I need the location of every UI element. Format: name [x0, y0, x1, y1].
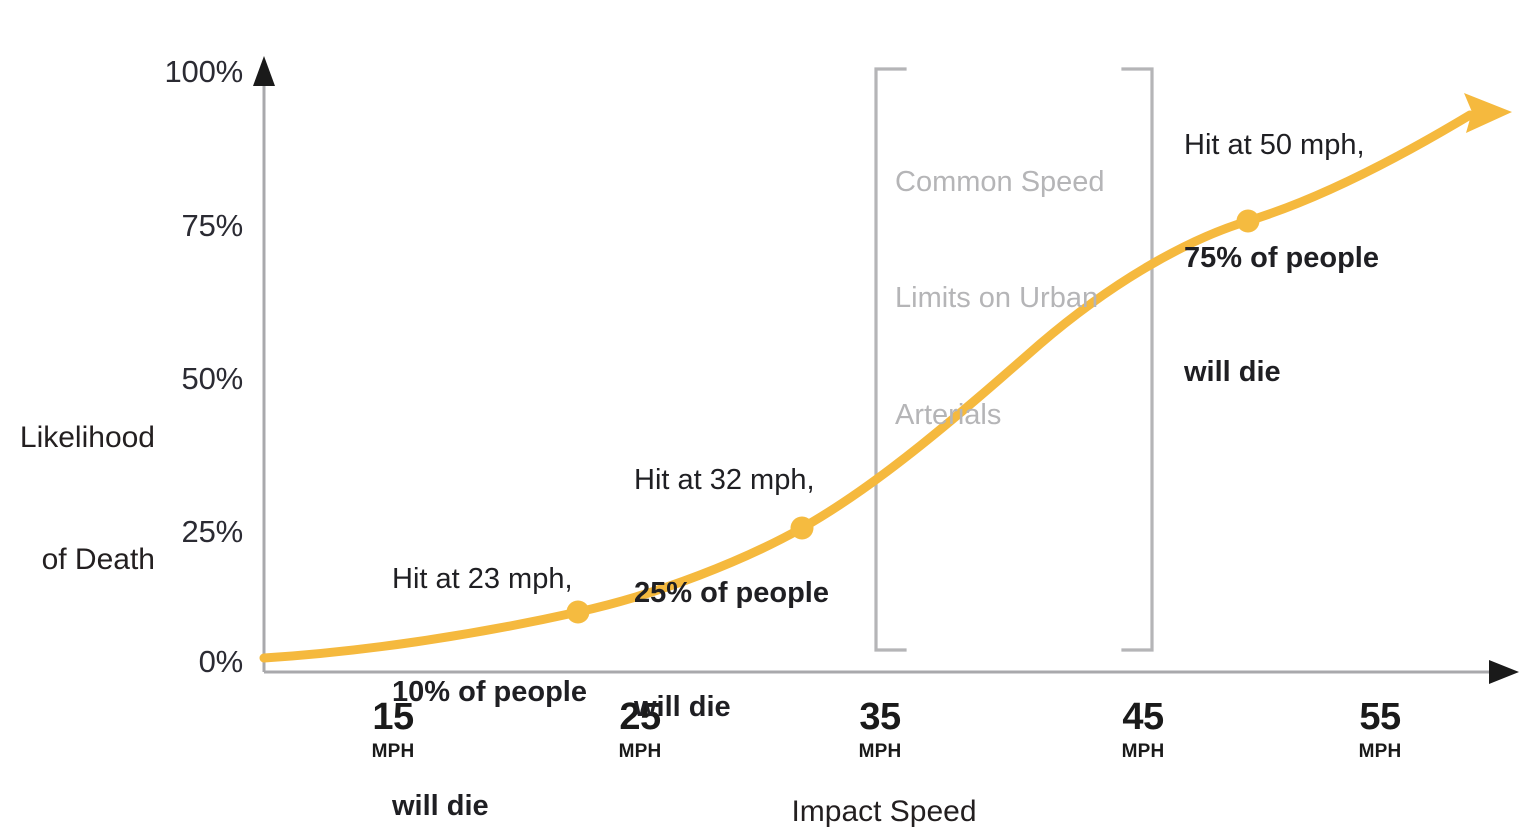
- annotation-23mph-bold1: 10% of people: [392, 676, 587, 709]
- y-tick-label-50: 50%: [181, 361, 244, 396]
- annotation-32mph: Hit at 32 mph, 25% of people will die: [634, 387, 829, 802]
- x-tick-label-45-value: 45: [1122, 696, 1164, 738]
- death-likelihood-curve: [259, 110, 1475, 663]
- y-tick-label-75: 75%: [181, 208, 244, 243]
- x-axis-title: Impact Speed: [791, 795, 977, 828]
- annotation-23mph-bold2: will die: [392, 789, 489, 822]
- x-tick-label-45-unit: MPH: [1121, 741, 1165, 762]
- annotation-23mph: Hit at 23 mph, 10% of people will die: [392, 486, 587, 833]
- y-axis-title-line2: of Death: [41, 542, 155, 576]
- y-tick-label-100: 100%: [164, 54, 244, 89]
- bracket-label-line3: Arterials: [895, 398, 1002, 431]
- y-tick-label-0: 0%: [198, 644, 244, 679]
- x-tick-label-15-value: 15: [372, 696, 414, 738]
- data-point-23mph: [566, 600, 590, 624]
- speed-limit-bracket-label: Common Speed Limits on Urban Arterials: [895, 85, 1155, 512]
- annotation-32mph-bold1: 25% of people: [634, 577, 829, 610]
- x-tick-label-35-value: 35: [859, 696, 901, 738]
- annotation-23mph-lead: Hit at 23 mph,: [392, 563, 573, 596]
- x-tick-label-55-value: 55: [1359, 696, 1401, 738]
- annotation-50mph-lead: Hit at 50 mph,: [1184, 129, 1365, 162]
- annotation-32mph-bold2: will die: [634, 690, 731, 723]
- x-tick-label-35-unit: MPH: [858, 741, 902, 762]
- x-tick-label-25-unit: MPH: [618, 741, 662, 762]
- y-tick-label-25: 25%: [181, 514, 244, 549]
- annotation-50mph-bold1: 75% of people: [1184, 242, 1379, 275]
- speed-limit-bracket: [874, 67, 1154, 652]
- annotation-50mph: Hit at 50 mph, 75% of people will die: [1184, 52, 1379, 467]
- curve-arrowhead: [1464, 93, 1512, 133]
- y-axis-title: Likelihood of Death: [0, 336, 155, 662]
- x-tick-label-25-value: 25: [619, 696, 661, 738]
- annotation-32mph-lead: Hit at 32 mph,: [634, 464, 815, 497]
- annotation-50mph-bold2: will die: [1184, 355, 1281, 388]
- bracket-label-line2: Limits on Urban: [895, 282, 1099, 315]
- y-axis-arrowhead: [253, 56, 275, 86]
- data-point-50mph: [1236, 209, 1260, 233]
- data-point-32mph: [790, 516, 814, 540]
- y-axis-title-line1: Likelihood: [19, 420, 155, 454]
- x-tick-label-15-unit: MPH: [371, 741, 415, 762]
- x-axis-arrowhead: [1489, 660, 1519, 684]
- bracket-label-line1: Common Speed: [895, 165, 1105, 198]
- x-tick-label-55-unit: MPH: [1358, 741, 1402, 762]
